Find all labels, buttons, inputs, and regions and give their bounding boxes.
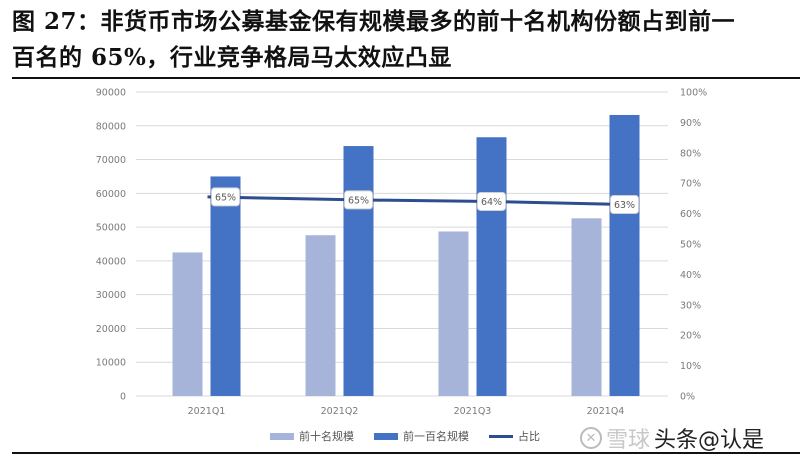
left-axis-tick-label: 20000 [96,324,126,335]
x-axis-category-label: 2021Q3 [454,406,492,417]
ratio-data-label: 63% [610,194,639,214]
right-axis-ticks: 0% 10% 20% 30% 40% 50% 60% 70% 80% 90% 100% [680,88,707,403]
bar [172,252,203,396]
left-axis-tick-label: 10000 [96,358,126,369]
svg-text:65%: 65% [215,192,236,203]
left-axis-tick-label: 70000 [96,155,126,166]
ratio-line [207,195,625,206]
legend-swatch-top10 [270,432,294,440]
bar [343,146,374,396]
right-axis-tick-label: 10% [680,361,701,372]
svg-text:65%: 65% [348,195,369,206]
right-axis-tick-label: 60% [680,209,701,220]
svg-text:64%: 64% [481,197,502,208]
bottom-divider [12,452,800,454]
bar [438,231,469,396]
left-axis-tick-label: 50000 [96,223,126,234]
legend-swatch-top100 [374,432,398,440]
legend-label-ratio: 占比 [518,430,540,443]
figure-title: 图 27：非货币市场公募基金保有规模最多的前十名机构份额占到前一 百名的 65%… [12,4,800,76]
ratio-line-series: 65% 65% 64% 63% [207,187,639,214]
ratio-data-label: 64% [477,191,506,211]
left-axis-tick-label: 90000 [96,88,126,99]
left-axis-tick-label: 80000 [96,121,126,132]
right-axis-tick-label: 20% [680,331,701,342]
left-axis-tick-label: 0 [120,392,126,403]
figure-title-line2: 百名的 65%，行业竞争格局马太效应凸显 [12,44,452,71]
x-axis-category-label: 2021Q1 [188,406,226,417]
legend-swatch-ratio [489,434,513,438]
bar [305,235,336,396]
left-axis-tick-label: 60000 [96,189,126,200]
x-axis-categories: 2021Q1 2021Q2 2021Q3 2021Q4 [188,406,625,417]
chart-legend: 前十名规模 前一百名规模 占比 [270,428,540,444]
left-axis-tick-label: 30000 [96,290,126,301]
watermark-faint-text: 雪球 [606,428,651,453]
right-axis-tick-label: 50% [680,240,701,251]
title-divider [12,77,800,79]
right-axis-tick-label: 30% [680,300,701,311]
bar-series [172,114,640,397]
right-axis-tick-label: 80% [680,148,701,159]
legend-item-ratio: 占比 [489,428,540,444]
legend-label-top100: 前一百名规模 [403,430,469,443]
ratio-data-label: 65% [344,190,373,210]
bar [609,114,640,397]
watermark-text: 头条@认是 [654,428,765,453]
right-axis-tick-label: 100% [680,88,707,99]
x-axis-category-label: 2021Q4 [587,406,625,417]
right-axis-tick-label: 0% [680,392,695,403]
legend-label-top10: 前十名规模 [299,430,354,443]
right-axis-tick-label: 90% [680,118,701,129]
watermark: ✕ 雪球 头条@认是 [580,422,764,454]
left-axis-tick-label: 40000 [96,256,126,267]
legend-item-top100: 前一百名规模 [374,428,469,444]
right-axis-tick-label: 40% [680,270,701,281]
figure-title-line1: 图 27：非货币市场公募基金保有规模最多的前十名机构份额占到前一 [12,8,736,35]
x-axis-category-label: 2021Q2 [321,406,359,417]
bar [571,218,602,396]
snowball-logo-icon: ✕ [580,427,602,449]
bar [476,137,507,397]
right-axis-tick-label: 70% [680,179,701,190]
bar [210,176,241,396]
svg-text:63%: 63% [614,200,635,211]
ratio-data-label: 65% [211,187,240,207]
left-axis-ticks: 0 10000 20000 30000 40000 50000 60000 70000 8000… [96,88,126,403]
legend-item-top10: 前十名规模 [270,428,354,444]
